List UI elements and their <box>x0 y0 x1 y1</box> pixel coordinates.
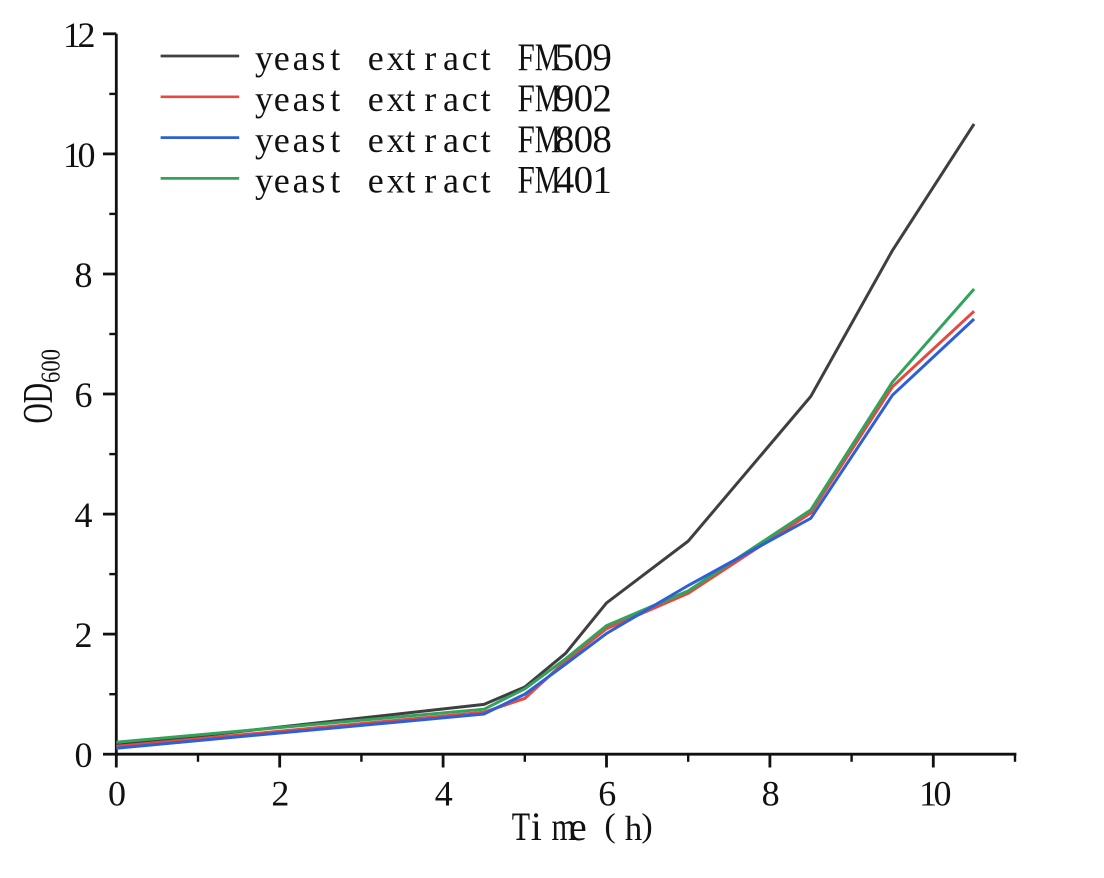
svg-text:yeast extract: yeast extract <box>255 38 491 78</box>
svg-text:M: M <box>535 118 561 161</box>
svg-text:6: 6 <box>75 375 93 415</box>
svg-text:0: 0 <box>108 774 126 814</box>
svg-text:yeast extract: yeast extract <box>255 120 491 160</box>
svg-text:12: 12 <box>63 15 95 55</box>
svg-text:M: M <box>535 77 561 120</box>
svg-text:OD: OD <box>16 383 62 424</box>
svg-text:808: 808 <box>555 118 612 161</box>
svg-text:M: M <box>535 158 561 201</box>
svg-text:T: T <box>512 804 530 849</box>
svg-text:h: h <box>625 809 643 848</box>
svg-text:2: 2 <box>271 774 289 814</box>
svg-text:0: 0 <box>75 735 93 775</box>
svg-text:m: m <box>552 804 576 849</box>
svg-text:401: 401 <box>555 159 612 202</box>
svg-text:902: 902 <box>555 77 612 120</box>
svg-text:F: F <box>518 158 535 201</box>
svg-text:6: 6 <box>598 774 616 814</box>
svg-text:F: F <box>518 118 535 161</box>
svg-text:10: 10 <box>919 774 951 814</box>
svg-text:4: 4 <box>435 774 453 814</box>
svg-text:600: 600 <box>36 349 66 383</box>
svg-text:8: 8 <box>762 774 780 814</box>
svg-text:yeast extract: yeast extract <box>255 161 491 201</box>
svg-text:F: F <box>518 36 535 79</box>
svg-text:2: 2 <box>75 615 93 655</box>
svg-text:4: 4 <box>75 495 93 535</box>
svg-text:M: M <box>535 36 561 79</box>
svg-text:yeast extract: yeast extract <box>255 79 491 119</box>
svg-text:8: 8 <box>75 255 93 295</box>
svg-text:509: 509 <box>555 36 612 79</box>
svg-text:10: 10 <box>63 135 95 175</box>
svg-text:F: F <box>518 77 535 120</box>
